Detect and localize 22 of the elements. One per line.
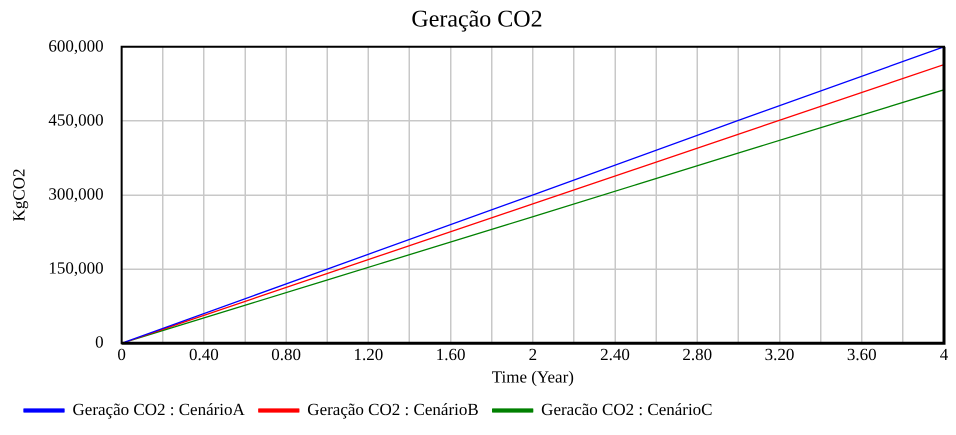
x-tick-label: 2 (528, 344, 538, 364)
y-tick-label: 0 (95, 332, 104, 352)
text: 0.80 (271, 344, 301, 364)
text: 3.20 (764, 344, 794, 364)
legend-label: Geração CO2 : CenárioB (307, 400, 479, 419)
x-axis-title: Time (Year) (492, 367, 574, 386)
legend-label: Geração CO2 : CenárioA (72, 400, 246, 419)
y-tick-label: 150,000 (48, 258, 104, 278)
x-tick-label: 4 (940, 344, 949, 364)
y-tick-label: 600,000 (48, 36, 104, 56)
text: 1.60 (436, 344, 466, 364)
text: 1.20 (353, 344, 384, 364)
x-tick-label: 0 (117, 344, 126, 364)
y-axis-title: KgCO2 (10, 168, 29, 222)
text: 0.40 (189, 344, 219, 364)
y-tick-label: 300,000 (48, 184, 104, 204)
text: 3.60 (846, 344, 877, 364)
y-tick-label: 450,000 (48, 110, 104, 130)
text: 2.40 (600, 344, 630, 364)
legend-label: Geracão CO2 : CenárioC (541, 400, 713, 419)
chart-title: Geração CO2 (411, 6, 543, 33)
text: 2.80 (682, 344, 712, 364)
